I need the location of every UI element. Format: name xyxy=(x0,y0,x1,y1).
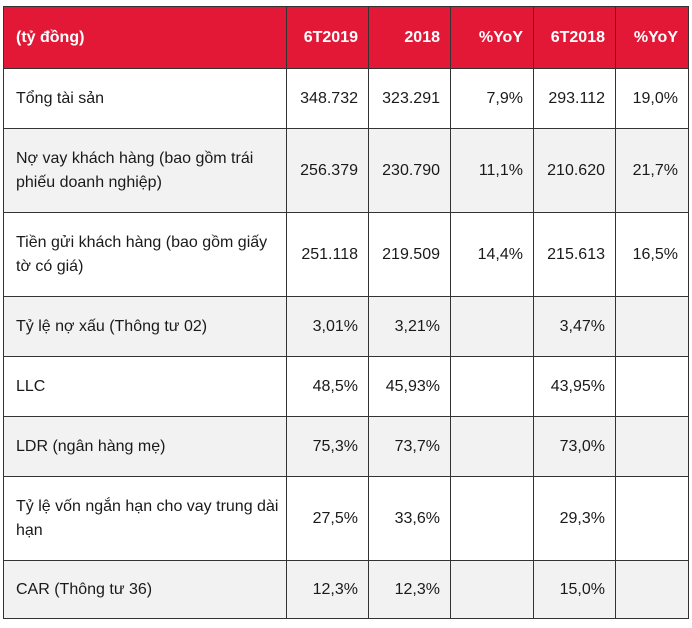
cell-6t2018: 3,47% xyxy=(533,296,616,357)
cell-6t2018: 215.613 xyxy=(533,212,616,297)
cell-6t2019: 256.379 xyxy=(286,128,369,213)
table-header-row: (tỷ đồng) 6T2019 2018 %YoY 6T2018 %YoY xyxy=(3,6,689,69)
header-unit: (tỷ đồng) xyxy=(3,6,287,69)
cell-6t2018: 43,95% xyxy=(533,356,616,417)
row-label: Tiền gửi khách hàng (bao gồm giấy tờ có … xyxy=(3,212,287,297)
cell-6t2018: 15,0% xyxy=(533,560,616,619)
table-row: LDR (ngân hàng mẹ) 75,3% 73,7% 73,0% xyxy=(3,416,689,477)
row-label: Tỷ lệ vốn ngắn hạn cho vay trung dài hạn xyxy=(3,476,287,561)
header-6t2018: 6T2018 xyxy=(533,6,616,69)
header-6t2019: 6T2019 xyxy=(286,6,369,69)
cell-6t2019: 75,3% xyxy=(286,416,369,477)
cell-6t2019: 27,5% xyxy=(286,476,369,561)
cell-2018: 3,21% xyxy=(368,296,451,357)
cell-yoy-1 xyxy=(450,296,534,357)
cell-yoy-1: 11,1% xyxy=(450,128,534,213)
cell-yoy-2 xyxy=(615,476,689,561)
header-yoy-2: %YoY xyxy=(615,6,689,69)
table-row: Nợ vay khách hàng (bao gồm trái phiếu do… xyxy=(3,128,689,213)
financial-indicators-table: (tỷ đồng) 6T2019 2018 %YoY 6T2018 %YoY T… xyxy=(3,6,689,619)
header-2018: 2018 xyxy=(368,6,451,69)
cell-6t2019: 48,5% xyxy=(286,356,369,417)
cell-2018: 230.790 xyxy=(368,128,451,213)
cell-2018: 73,7% xyxy=(368,416,451,477)
cell-yoy-1: 7,9% xyxy=(450,68,534,129)
cell-yoy-1 xyxy=(450,416,534,477)
cell-yoy-2 xyxy=(615,356,689,417)
cell-6t2018: 73,0% xyxy=(533,416,616,477)
table-row: CAR (Thông tư 36) 12,3% 12,3% 15,0% xyxy=(3,560,689,619)
row-label: CAR (Thông tư 36) xyxy=(3,560,287,619)
cell-6t2019: 348.732 xyxy=(286,68,369,129)
table-row: LLC 48,5% 45,93% 43,95% xyxy=(3,356,689,417)
table-row: Tổng tài sản 348.732 323.291 7,9% 293.11… xyxy=(3,68,689,129)
cell-6t2019: 251.118 xyxy=(286,212,369,297)
cell-2018: 45,93% xyxy=(368,356,451,417)
cell-2018: 33,6% xyxy=(368,476,451,561)
table-row: Tỷ lệ vốn ngắn hạn cho vay trung dài hạn… xyxy=(3,476,689,561)
row-label: LLC xyxy=(3,356,287,417)
table-row: Tỷ lệ nợ xấu (Thông tư 02) 3,01% 3,21% 3… xyxy=(3,296,689,357)
cell-6t2019: 3,01% xyxy=(286,296,369,357)
row-label: Tổng tài sản xyxy=(3,68,287,129)
cell-yoy-2: 19,0% xyxy=(615,68,689,129)
cell-yoy-1 xyxy=(450,476,534,561)
cell-2018: 323.291 xyxy=(368,68,451,129)
cell-yoy-1: 14,4% xyxy=(450,212,534,297)
cell-yoy-2 xyxy=(615,560,689,619)
cell-yoy-2: 21,7% xyxy=(615,128,689,213)
cell-yoy-2: 16,5% xyxy=(615,212,689,297)
cell-yoy-1 xyxy=(450,356,534,417)
table-row: Tiền gửi khách hàng (bao gồm giấy tờ có … xyxy=(3,212,689,297)
row-label: LDR (ngân hàng mẹ) xyxy=(3,416,287,477)
cell-yoy-2 xyxy=(615,296,689,357)
header-yoy-1: %YoY xyxy=(450,6,534,69)
cell-2018: 219.509 xyxy=(368,212,451,297)
row-label: Nợ vay khách hàng (bao gồm trái phiếu do… xyxy=(3,128,287,213)
cell-6t2018: 293.112 xyxy=(533,68,616,129)
cell-2018: 12,3% xyxy=(368,560,451,619)
cell-6t2018: 210.620 xyxy=(533,128,616,213)
row-label: Tỷ lệ nợ xấu (Thông tư 02) xyxy=(3,296,287,357)
cell-yoy-1 xyxy=(450,560,534,619)
cell-6t2018: 29,3% xyxy=(533,476,616,561)
cell-yoy-2 xyxy=(615,416,689,477)
cell-6t2019: 12,3% xyxy=(286,560,369,619)
